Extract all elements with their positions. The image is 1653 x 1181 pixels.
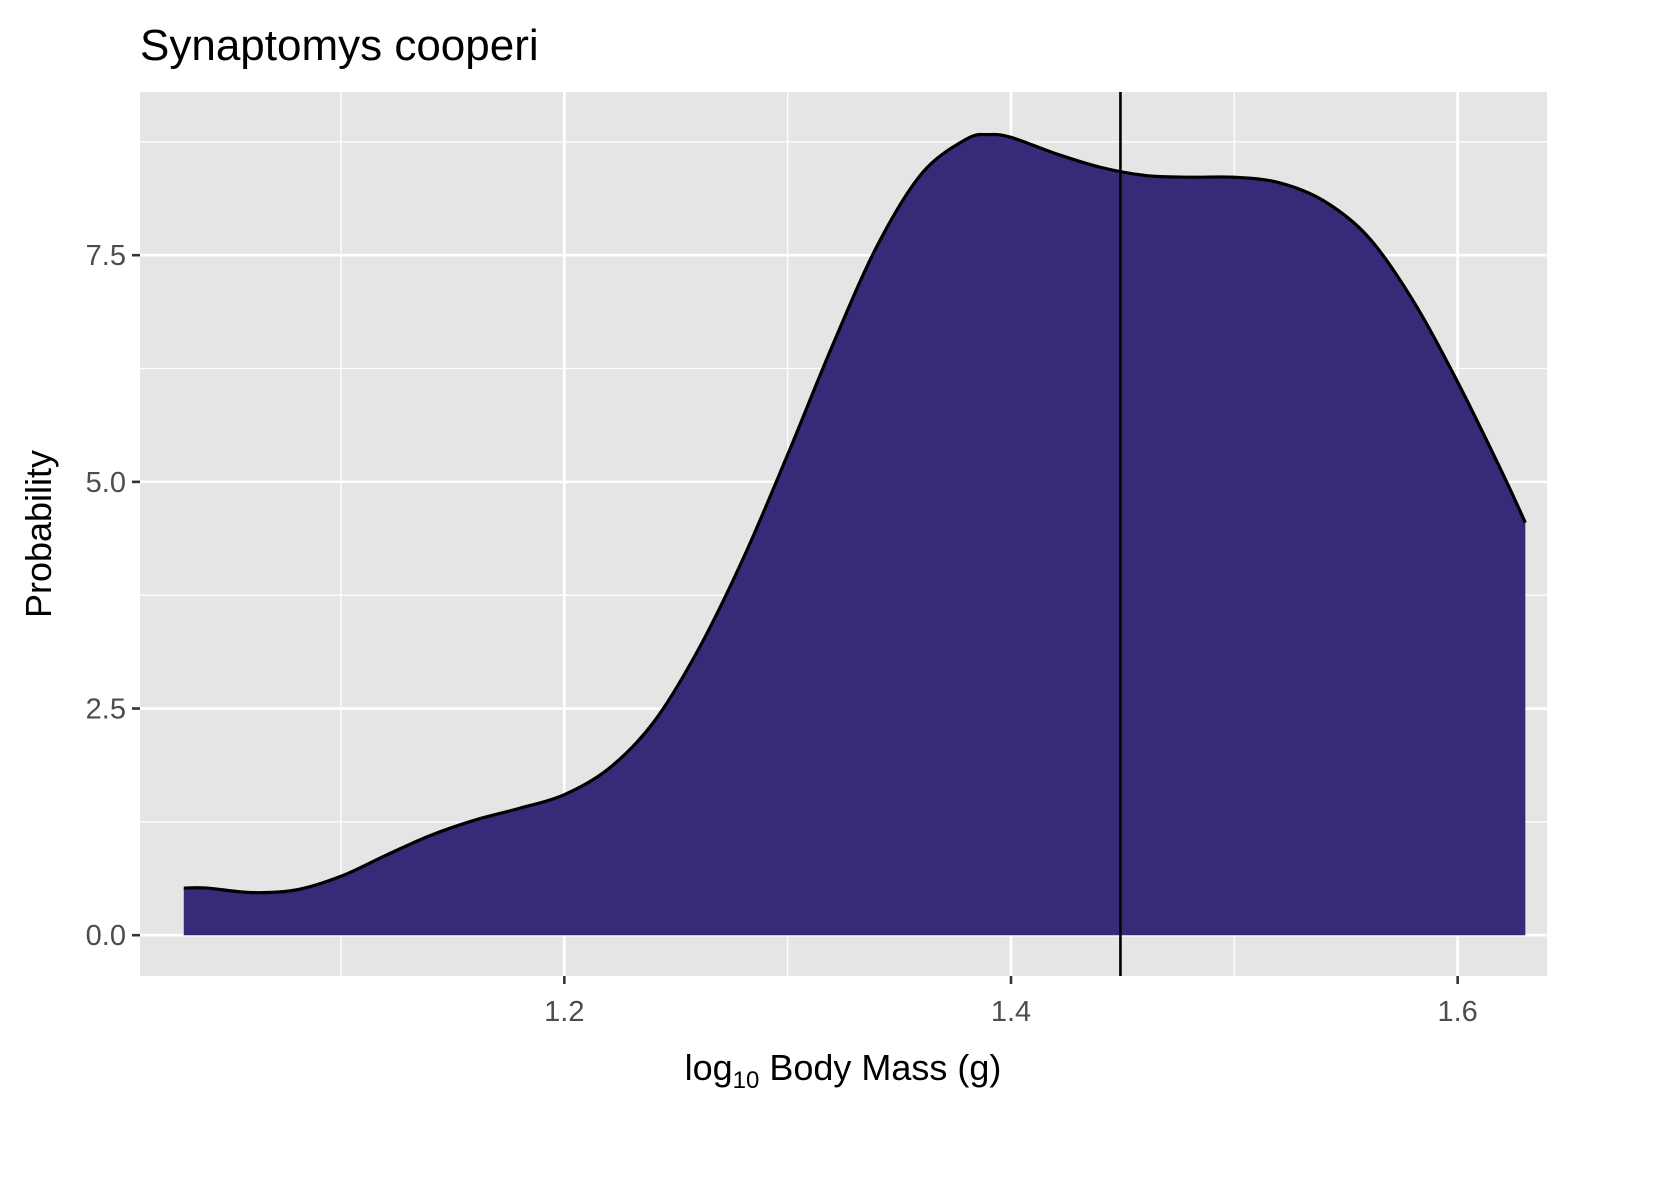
y-tick-label: 7.5 <box>86 240 126 272</box>
x-axis-label-text: Body Mass <box>769 1047 947 1088</box>
y-axis-label: Probability <box>18 450 59 618</box>
x-tick-label: 1.2 <box>544 996 584 1028</box>
x-axis-label: log10 Body Mass (g) <box>685 1047 1002 1094</box>
x-axis: 1.2 1.4 1.6 <box>544 976 1478 1028</box>
y-tick-label: 5.0 <box>86 467 126 499</box>
x-tick-label: 1.6 <box>1438 996 1478 1028</box>
x-axis-label-log: log <box>685 1047 733 1088</box>
y-tick-label: 0.0 <box>86 920 126 952</box>
x-tick-label: 1.4 <box>991 996 1031 1028</box>
x-axis-label-subscript: 10 <box>733 1067 760 1094</box>
y-tick-label: 2.5 <box>86 694 126 726</box>
chart-title: Synaptomys cooperi <box>140 21 539 70</box>
density-chart: Synaptomys cooperi 0.02.55.07.5 1.2 1.4 1.… <box>0 0 1568 1120</box>
y-axis: 0.0 2.5 5.0 7.5 <box>86 240 140 952</box>
x-axis-label-unit: (g) <box>957 1047 1001 1088</box>
